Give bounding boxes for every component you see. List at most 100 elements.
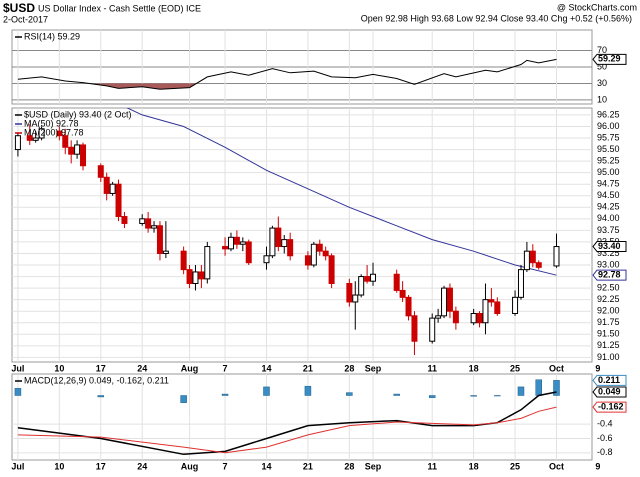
candle-body	[145, 218, 152, 229]
panel-frame	[11, 373, 593, 461]
candle-body	[435, 315, 442, 319]
candle-body	[151, 225, 158, 229]
histogram-bar	[535, 379, 542, 396]
y-tick-label: 10	[597, 94, 607, 104]
plot-area	[12, 30, 592, 104]
candle-body	[38, 128, 45, 139]
candle-body	[139, 218, 146, 224]
value-tag-label: 0.211	[598, 375, 620, 385]
y-tick-label: -0.8	[597, 447, 613, 457]
candle-body	[346, 282, 353, 303]
y-tick-label: 91.00	[597, 352, 620, 362]
value-tag	[592, 241, 627, 253]
value-tag	[592, 401, 627, 413]
value-tag-label: -0.162	[598, 401, 624, 411]
x-tick-label: Aug	[181, 363, 199, 373]
candle-body	[494, 301, 501, 315]
histogram-bar	[346, 392, 353, 396]
instrument-name: US Dollar Index - Cash Settle (EOD) ICE	[38, 3, 201, 13]
x-tick-label: 28	[344, 363, 354, 373]
y-tick-label: 95.50	[597, 144, 620, 154]
value-tag	[592, 269, 627, 281]
candle-body	[281, 239, 288, 248]
x-tick-label: 25	[510, 363, 520, 373]
candle-body	[156, 225, 163, 254]
macd-line	[17, 391, 557, 456]
y-tick-label: 94.00	[597, 213, 620, 223]
histogram-bar	[428, 395, 436, 398]
candle-body	[245, 241, 252, 264]
candle-body	[411, 315, 418, 342]
candle-body	[68, 146, 75, 155]
candle-body	[32, 137, 39, 141]
candle-body	[62, 135, 69, 148]
histogram-bar	[14, 388, 22, 396]
y-tick-label: 95.75	[597, 132, 620, 142]
y-tick-label: -0.6	[597, 433, 613, 443]
legend-label: MACD(12,26,9) 0.049, -0.162, 0.211	[24, 375, 169, 385]
legend-label: RSI(14) 59.29	[24, 31, 80, 41]
x-tick-label: 18	[469, 363, 479, 373]
y-tick-label: 91.50	[597, 329, 620, 339]
rsi-oversold-fill	[89, 83, 417, 90]
candle-body	[204, 246, 211, 280]
y-tick-label: 93.25	[597, 248, 620, 258]
y-tick-label: 94.50	[597, 190, 620, 200]
candle-body	[186, 269, 193, 284]
candle-body	[441, 287, 448, 317]
x-tick-label: Sep	[365, 363, 382, 373]
histogram-bar	[221, 393, 229, 396]
candle-body	[180, 250, 187, 271]
y-tick-label: 95.25	[597, 155, 620, 165]
candle-body	[405, 296, 412, 317]
candle-body	[523, 250, 530, 271]
histogram-bar	[304, 385, 312, 396]
value-tag	[592, 374, 627, 386]
x-tick-label: Aug	[181, 461, 199, 471]
plot-area	[12, 374, 592, 460]
candle-body	[222, 246, 229, 250]
y-tick-label: 91.25	[597, 340, 620, 350]
x-tick-label: Jul	[11, 461, 24, 471]
symbol: $USD	[3, 1, 35, 15]
value-tag-label: 93.40	[598, 241, 621, 251]
macd-line	[17, 406, 557, 454]
moving-average	[126, 108, 557, 276]
legend-label: $USD (Daily) 93.40 (2 Oct)	[24, 109, 132, 119]
rsi-line	[17, 58, 557, 90]
candle-body	[452, 310, 459, 324]
y-tick-label: 30	[597, 78, 607, 88]
candle-body	[239, 241, 246, 245]
candle-body	[198, 271, 205, 280]
candle-body	[26, 135, 33, 141]
y-tick-label: 92.50	[597, 282, 620, 292]
x-tick-label: 17	[96, 363, 106, 373]
histogram-bar	[553, 380, 560, 396]
candle-body	[328, 255, 335, 284]
x-tick-label: 14	[261, 363, 271, 373]
x-tick-label: 11	[427, 363, 437, 373]
quote: Open 92.98 High 93.68 Low 92.94 Close 93…	[361, 13, 632, 23]
candle-body	[476, 313, 483, 324]
candle-body	[370, 273, 377, 282]
x-tick-label: Sep	[365, 461, 382, 471]
chart-date: 2-Oct-2017	[3, 14, 48, 24]
candle-body	[470, 313, 477, 324]
y-tick-label: 92.00	[597, 306, 620, 316]
candle-body	[233, 236, 240, 245]
y-tick-label: 94.25	[597, 202, 620, 212]
histogram-bar	[470, 395, 477, 397]
histogram-bar	[180, 395, 187, 403]
candle-body	[517, 269, 524, 298]
candle-body	[14, 135, 21, 151]
value-tag-label: 59.29	[598, 54, 621, 64]
value-tag-label: 92.78	[598, 270, 621, 280]
candle-body	[109, 183, 116, 194]
legend-label: MA(200) 97.78	[24, 127, 84, 137]
candle-body	[192, 271, 199, 284]
candle-body	[103, 176, 110, 194]
y-tick-label: 95.00	[597, 167, 620, 177]
candle-body	[115, 183, 122, 218]
